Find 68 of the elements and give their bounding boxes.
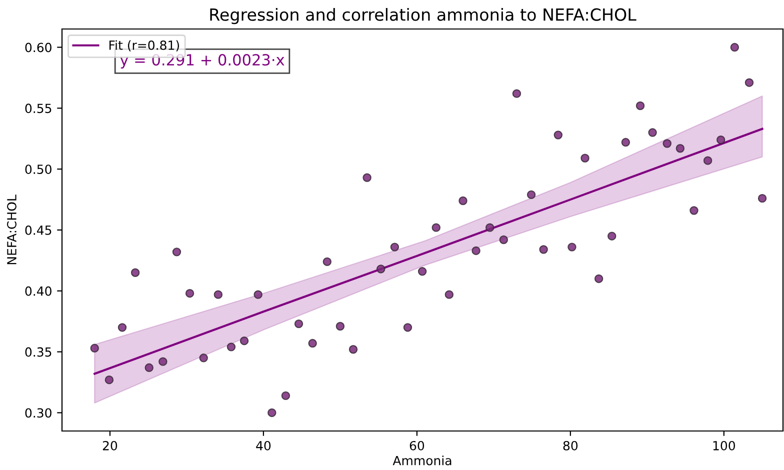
x-tick-label: 20 xyxy=(102,440,118,450)
point xyxy=(185,288,194,298)
point xyxy=(403,323,412,332)
annotation: y = 0.291 + 0.0023·x xyxy=(120,54,284,69)
point xyxy=(214,290,223,299)
point xyxy=(432,223,440,232)
point xyxy=(594,274,604,284)
point xyxy=(758,194,767,203)
x-tick-label: 60 xyxy=(410,440,424,450)
point xyxy=(348,345,358,354)
y-axis-title: NEFA:CHOL xyxy=(7,194,16,264)
point xyxy=(322,257,332,266)
point xyxy=(512,89,522,98)
point xyxy=(199,354,208,362)
y-tick-label: 0.30 xyxy=(25,408,52,418)
point xyxy=(418,267,427,276)
point xyxy=(526,190,536,200)
point xyxy=(118,323,127,332)
point xyxy=(281,391,290,400)
point xyxy=(226,342,236,352)
point xyxy=(648,128,657,137)
point xyxy=(568,242,576,252)
point xyxy=(308,338,317,348)
point xyxy=(254,290,262,299)
point xyxy=(362,173,372,182)
point xyxy=(703,156,712,165)
point xyxy=(172,248,182,256)
point xyxy=(240,336,249,346)
point xyxy=(130,268,140,277)
y-tick-label: 0.50 xyxy=(25,164,52,174)
point xyxy=(90,344,99,353)
x-tick-label: 40 xyxy=(256,440,271,450)
y-tick-label: 0.45 xyxy=(25,225,52,235)
x-axis-title: Ammonia xyxy=(392,456,452,466)
chart-title: Regression and correlation ammonia to NEFA:CHOL xyxy=(210,8,636,24)
point xyxy=(716,135,726,144)
point xyxy=(390,242,400,252)
point xyxy=(539,245,548,254)
point xyxy=(662,139,672,148)
point xyxy=(730,42,740,52)
point xyxy=(144,363,154,372)
point xyxy=(472,246,480,256)
point xyxy=(336,322,345,331)
y-tick-label: 0.60 xyxy=(25,42,52,52)
point xyxy=(458,196,468,206)
point xyxy=(294,319,304,328)
point xyxy=(499,235,508,244)
point xyxy=(158,357,168,366)
point xyxy=(268,408,276,418)
x-tick-label: 100 xyxy=(713,440,736,450)
point xyxy=(636,101,645,110)
point xyxy=(580,154,590,162)
x-tick-label: 80 xyxy=(563,440,578,450)
y-tick-label: 0.55 xyxy=(25,104,52,114)
point xyxy=(621,138,630,147)
point xyxy=(376,264,386,274)
line-series xyxy=(94,128,764,375)
point xyxy=(744,78,754,87)
point xyxy=(104,375,114,384)
y-tick-label: 0.40 xyxy=(25,286,52,296)
point xyxy=(676,144,685,153)
y-tick-label: 0.35 xyxy=(25,347,52,357)
legend-label: Fit (r=0.81) xyxy=(109,40,180,52)
point xyxy=(608,232,616,240)
point xyxy=(444,290,454,299)
point xyxy=(554,130,562,140)
point xyxy=(690,206,698,215)
point xyxy=(485,223,494,232)
